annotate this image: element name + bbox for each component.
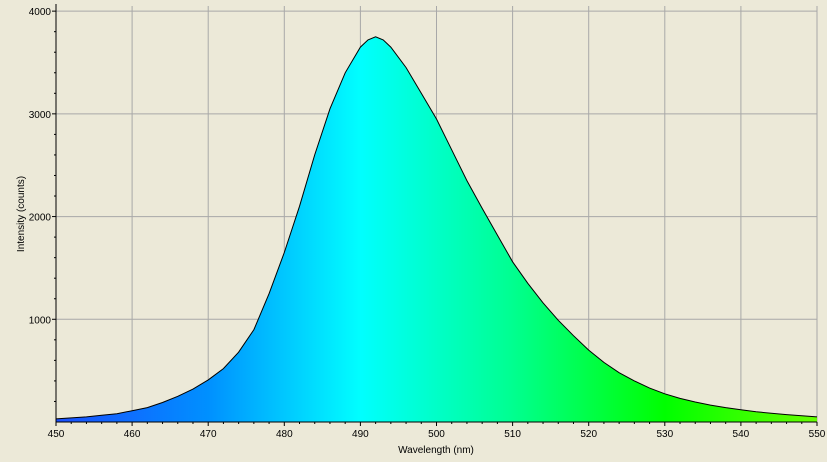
x-tick-label-510: 510 [504,429,521,440]
x-tick-label-500: 500 [428,429,445,440]
x-tick-label-520: 520 [580,429,597,440]
x-tick-label-470: 470 [200,429,217,440]
x-tick-label-530: 530 [656,429,673,440]
tick-labels: 450 460 470 480 490 500 510 520 530 540 550 1000 200… [29,7,826,440]
spectrum-fill [56,36,817,422]
x-tick-label-480: 480 [276,429,293,440]
y-tick-label-1000: 1000 [29,315,52,326]
x-tick-label-450: 450 [48,429,65,440]
axes [52,4,818,426]
x-tick-label-460: 460 [124,429,141,440]
spectrum-area [56,36,817,422]
x-tick-label-490: 490 [352,429,369,440]
x-tick-label-550: 550 [809,429,826,440]
x-tick-label-540: 540 [733,429,750,440]
y-tick-label-2000: 2000 [29,213,52,224]
y-axis-title: Intensity (counts) [16,176,27,252]
spectrum-line [56,36,817,420]
y-tick-label-4000: 4000 [29,7,52,18]
x-axis-title: Wavelength (nm) [398,445,474,456]
y-tick-label-3000: 3000 [29,110,52,121]
